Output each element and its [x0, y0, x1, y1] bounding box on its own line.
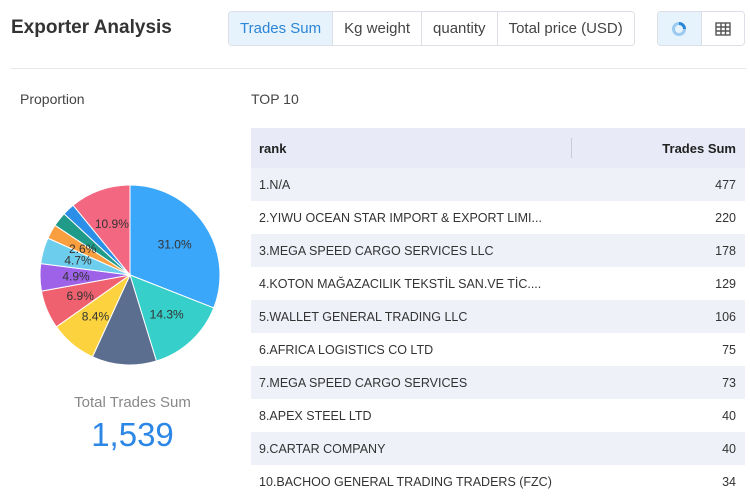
pie-slice-label: 8.4%	[82, 310, 110, 324]
metric-tabs: Trades Sum Kg weight quantity Total pric…	[228, 11, 635, 46]
page-title: Exporter Analysis	[11, 17, 172, 38]
row-value: 477	[715, 177, 736, 192]
row-name: 7.MEGA SPEED CARGO SERVICES	[259, 375, 468, 390]
table-row[interactable]: 6.AFRICA LOGISTICS CO LTD 75	[251, 333, 745, 366]
row-value: 220	[715, 210, 736, 225]
table-header: rank Trades Sum	[251, 128, 745, 168]
column-header-trades-sum[interactable]: Trades Sum	[662, 140, 736, 156]
table-row[interactable]: 1.N/A 477	[251, 168, 745, 201]
table-icon	[715, 21, 731, 36]
total-label: Total Trades Sum	[74, 394, 191, 411]
pie-slice-label: 2.6%	[69, 242, 97, 256]
top10-table: rank Trades Sum 1.N/A 477 2.YIWU OCEAN ST…	[251, 128, 745, 498]
chart-view-button[interactable]	[658, 12, 701, 45]
row-name: 4.KOTON MAĞAZACILIK TEKSTİL SAN.VE TİC..…	[259, 276, 542, 291]
row-value: 40	[722, 441, 736, 456]
header-divider	[10, 68, 746, 69]
row-value: 34	[722, 474, 736, 489]
table-row[interactable]: 7.MEGA SPEED CARGO SERVICES 73	[251, 366, 745, 399]
tab-trades-sum[interactable]: Trades Sum	[229, 12, 333, 45]
pie-slice[interactable]	[72, 184, 131, 277]
column-separator	[571, 138, 572, 158]
row-value: 178	[715, 243, 736, 258]
donut-chart-icon	[672, 21, 687, 36]
tab-quantity[interactable]: quantity	[421, 12, 497, 45]
row-name: 10.BACHOO GENERAL TRADING TRADERS (FZC)	[259, 474, 552, 489]
table-row[interactable]: 10.BACHOO GENERAL TRADING TRADERS (FZC) 3…	[251, 465, 745, 498]
table-body: 1.N/A 477 2.YIWU OCEAN STAR IMPORT & EXPO…	[251, 168, 745, 498]
row-name: 5.WALLET GENERAL TRADING LLC	[259, 309, 468, 324]
pie-chart: 31.0% 14.3% 8.4% 6.9% 4.9% 4.7%2.6% 10.9%	[39, 184, 221, 366]
pie-slice-label: 10.9%	[95, 217, 129, 231]
row-name: 2.YIWU OCEAN STAR IMPORT & EXPORT LIMI..…	[259, 210, 542, 225]
table-row[interactable]: 2.YIWU OCEAN STAR IMPORT & EXPORT LIMI..…	[251, 201, 745, 234]
column-header-rank[interactable]: rank	[259, 140, 287, 156]
row-name: 3.MEGA SPEED CARGO SERVICES LLC	[259, 243, 494, 258]
table-row[interactable]: 3.MEGA SPEED CARGO SERVICES LLC 178	[251, 234, 745, 267]
pie-slice[interactable]	[91, 273, 158, 366]
row-name: 8.APEX STEEL LTD	[259, 408, 372, 423]
table-view-button[interactable]	[700, 12, 744, 45]
row-name: 1.N/A	[259, 177, 291, 192]
view-toggle	[657, 11, 745, 46]
pie-slice[interactable]	[129, 184, 221, 309]
table-row[interactable]: 8.APEX STEEL LTD 40	[251, 399, 745, 432]
pie-slice-label: 14.3%	[150, 308, 184, 322]
pie-slice-label: 31.0%	[158, 238, 192, 252]
tab-total-price[interactable]: Total price (USD)	[496, 12, 634, 45]
table-row[interactable]: 5.WALLET GENERAL TRADING LLC 106	[251, 300, 745, 333]
table-row[interactable]: 4.KOTON MAĞAZACILIK TEKSTİL SAN.VE TİC..…	[251, 267, 745, 300]
header: Exporter Analysis Trades Sum Kg weight q…	[0, 0, 750, 68]
tab-kg-weight[interactable]: Kg weight	[332, 12, 422, 45]
row-value: 129	[715, 276, 736, 291]
row-value: 75	[722, 342, 736, 357]
pie-slice-label: 6.9%	[67, 289, 95, 303]
pie-slice[interactable]	[129, 274, 215, 362]
row-value: 40	[722, 408, 736, 423]
table-row[interactable]: 9.CARTAR COMPANY 40	[251, 432, 745, 465]
row-value: 106	[715, 309, 736, 324]
row-name: 9.CARTAR COMPANY	[259, 441, 386, 456]
pie-slice-label: 4.9%	[62, 269, 90, 283]
top10-label: TOP 10	[251, 91, 299, 107]
proportion-label: Proportion	[20, 91, 85, 107]
pie-slice-label: 4.7%	[64, 253, 92, 267]
row-name: 6.AFRICA LOGISTICS CO LTD	[259, 342, 434, 357]
row-value: 73	[722, 375, 736, 390]
total-value: 1,539	[91, 416, 174, 453]
